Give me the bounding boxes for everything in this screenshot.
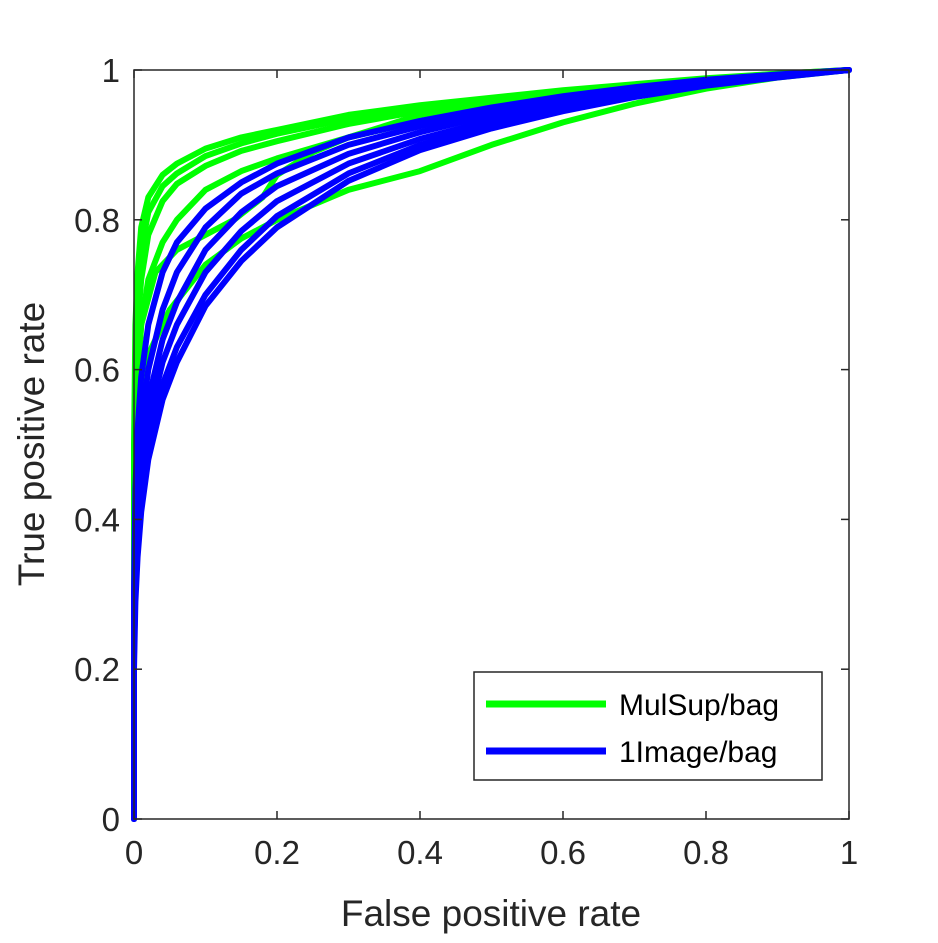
legend-box: [473, 671, 823, 781]
x-tick-label: 0.2: [254, 834, 300, 871]
ticks-layer: 0 0.2 0.4 0.6 0.8 1 0 0.2 0.4 0.6 0.8 1: [74, 52, 858, 871]
x-tick-label: 0.8: [683, 834, 729, 871]
legend-label-1image: 1Image/bag: [619, 736, 777, 769]
y-tick-label: 0: [102, 801, 120, 838]
y-tick-label: 1: [102, 52, 120, 89]
x-tick-label: 0.4: [397, 834, 443, 871]
legend-label-mulsup: MulSup/bag: [619, 689, 779, 722]
y-axis-label: True positive rate: [11, 302, 52, 586]
x-axis-label: False positive rate: [341, 893, 641, 934]
roc-curve: [131, 67, 852, 822]
legend: MulSup/bag 1Image/bag: [473, 671, 823, 781]
x-tick-label: 0.6: [540, 834, 586, 871]
y-tick-label: 0.2: [74, 651, 120, 688]
y-tick-label: 0.6: [74, 352, 120, 389]
x-tick-label: 1: [840, 834, 858, 871]
axes-box: [133, 69, 850, 820]
y-tick-label: 0.4: [74, 501, 120, 538]
roc-curve: [131, 67, 852, 822]
x-tick-label: 0: [125, 834, 143, 871]
y-tick-label: 0.8: [74, 202, 120, 239]
